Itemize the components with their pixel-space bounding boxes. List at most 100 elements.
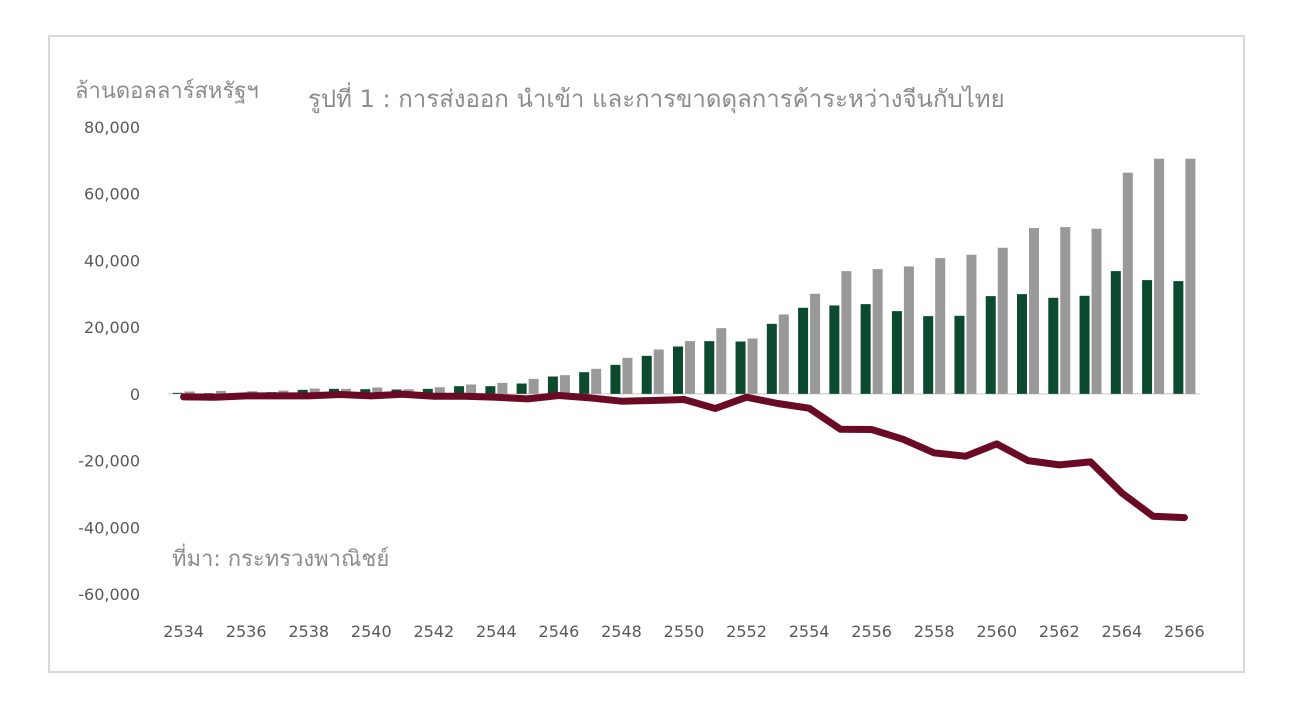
series-2-bar: [1091, 228, 1102, 394]
series-2-bar: [591, 368, 602, 394]
series-2-bar: [215, 390, 226, 394]
y-tick-label: 0: [130, 385, 140, 404]
trade-balance-point: [777, 403, 779, 405]
trade-balance-point: [871, 429, 873, 431]
series-1-bar: [641, 355, 652, 394]
trade-balance-point: [683, 399, 685, 401]
trade-balance-point: [589, 397, 591, 399]
trade-balance-point: [308, 395, 310, 397]
y-tick-label: 40,000: [84, 251, 140, 270]
x-tick-label: 2542: [413, 622, 454, 641]
series-2-bar: [559, 375, 570, 394]
series-2-bar: [872, 269, 883, 394]
trade-balance-point: [183, 396, 185, 398]
x-tick-label: 2538: [288, 622, 329, 641]
series-2-bar: [997, 247, 1008, 394]
trade-balance-point: [1183, 517, 1185, 519]
trade-balance-point: [964, 455, 966, 457]
balance-line-layer: [180, 390, 1188, 522]
x-tick-label: 2546: [539, 622, 580, 641]
series-1-bar: [673, 346, 683, 394]
trade-balance-point: [933, 452, 935, 454]
series-1-bar: [1017, 294, 1027, 394]
series-1-bar: [547, 376, 558, 394]
trade-balance-point: [1121, 492, 1123, 494]
x-tick-label: 2562: [1039, 622, 1080, 641]
trade-balance-point: [245, 395, 247, 397]
series-1-bar: [485, 386, 496, 394]
y-tick-label: 80,000: [84, 118, 140, 137]
y-tick-label: -60,000: [78, 585, 140, 604]
x-tick-label: 2536: [226, 622, 267, 641]
trade-balance-point: [839, 428, 841, 430]
series-1-bar: [203, 393, 214, 394]
trade-balance-point: [339, 394, 341, 396]
series-1-bar: [954, 315, 965, 394]
y-unit-label: ล้านดอลลาร์สหรัฐฯ: [75, 79, 259, 104]
series-2-bar: [903, 266, 914, 394]
series-1-bar: [454, 386, 465, 394]
chart-frame: [48, 35, 1245, 673]
series-2-bar: [466, 384, 477, 394]
series-1-bar: [1079, 295, 1090, 394]
trade-balance-point: [527, 398, 529, 400]
x-tick-label: 2556: [851, 622, 892, 641]
series-2-bar: [810, 293, 821, 394]
series-2-bar: [1029, 228, 1039, 394]
series-2-bar: [1122, 172, 1133, 394]
x-tick-label: 2560: [976, 622, 1017, 641]
trade-balance-point: [1152, 515, 1154, 517]
x-tick-label: 2544: [476, 622, 517, 641]
series-2-bar: [1060, 227, 1071, 394]
series-1-bar: [610, 364, 621, 394]
series-2-bar: [685, 341, 695, 394]
series-2-bar: [778, 314, 789, 394]
trade-balance-point: [214, 396, 216, 398]
series-1-bar: [1173, 281, 1184, 394]
series-1-bar: [172, 392, 183, 394]
bars: [172, 158, 1196, 394]
series-1-bar: [422, 388, 433, 394]
series-2-bar: [1185, 158, 1196, 394]
series-2-bar: [309, 388, 320, 394]
series-1-bar: [798, 307, 809, 394]
series-1-bar: [735, 341, 746, 394]
trade-balance-point: [714, 408, 716, 410]
trade-balance-point: [746, 396, 748, 398]
x-tick-label: 2552: [726, 622, 767, 641]
series-1-bar: [985, 296, 996, 394]
series-1-bar: [579, 372, 590, 394]
x-tick-label: 2534: [163, 622, 204, 641]
trade-balance-point: [1027, 460, 1029, 462]
chart-title: รูปที่ 1 : การส่งออก นำเข้า และการขาดดุล…: [308, 82, 1005, 114]
series-2-bar: [841, 271, 852, 394]
series-2-bar: [184, 391, 195, 394]
source-note: ที่มา: กระทรวงพาณิชย์: [172, 543, 389, 572]
trade-balance-point: [276, 395, 278, 397]
series-1-bar: [297, 389, 308, 394]
x-axis: 2534 2536 2538 2540 2542 2544 2546 2548 2550 2552…: [163, 622, 1204, 641]
series-1-bar: [1048, 297, 1059, 394]
series-2-bar: [622, 357, 633, 394]
trade-balance-point: [620, 400, 622, 402]
series-2-bar: [935, 258, 946, 394]
series-1-bar: [704, 341, 715, 394]
series-2-bar: [1154, 158, 1165, 394]
trade-balance-point: [402, 393, 404, 395]
series-2-bar: [747, 338, 758, 394]
trade-balance-point: [902, 438, 904, 440]
trade-balance-point: [495, 396, 497, 398]
series-1-bar: [360, 389, 371, 394]
trade-balance-point: [1090, 461, 1092, 463]
series-2-bar: [716, 328, 727, 394]
series-2-bar: [497, 382, 508, 394]
y-axis: 80,000 60,000 40,000 20,000 0 -20,000 -40,000 -…: [78, 118, 140, 604]
x-tick-label: 2558: [914, 622, 955, 641]
trade-balance-point: [808, 407, 810, 409]
x-tick-label: 2564: [1101, 622, 1142, 641]
x-tick-label: 2550: [664, 622, 705, 641]
trade-balance-point: [996, 443, 998, 445]
y-tick-label: 20,000: [84, 318, 140, 337]
x-tick-label: 2548: [601, 622, 642, 641]
